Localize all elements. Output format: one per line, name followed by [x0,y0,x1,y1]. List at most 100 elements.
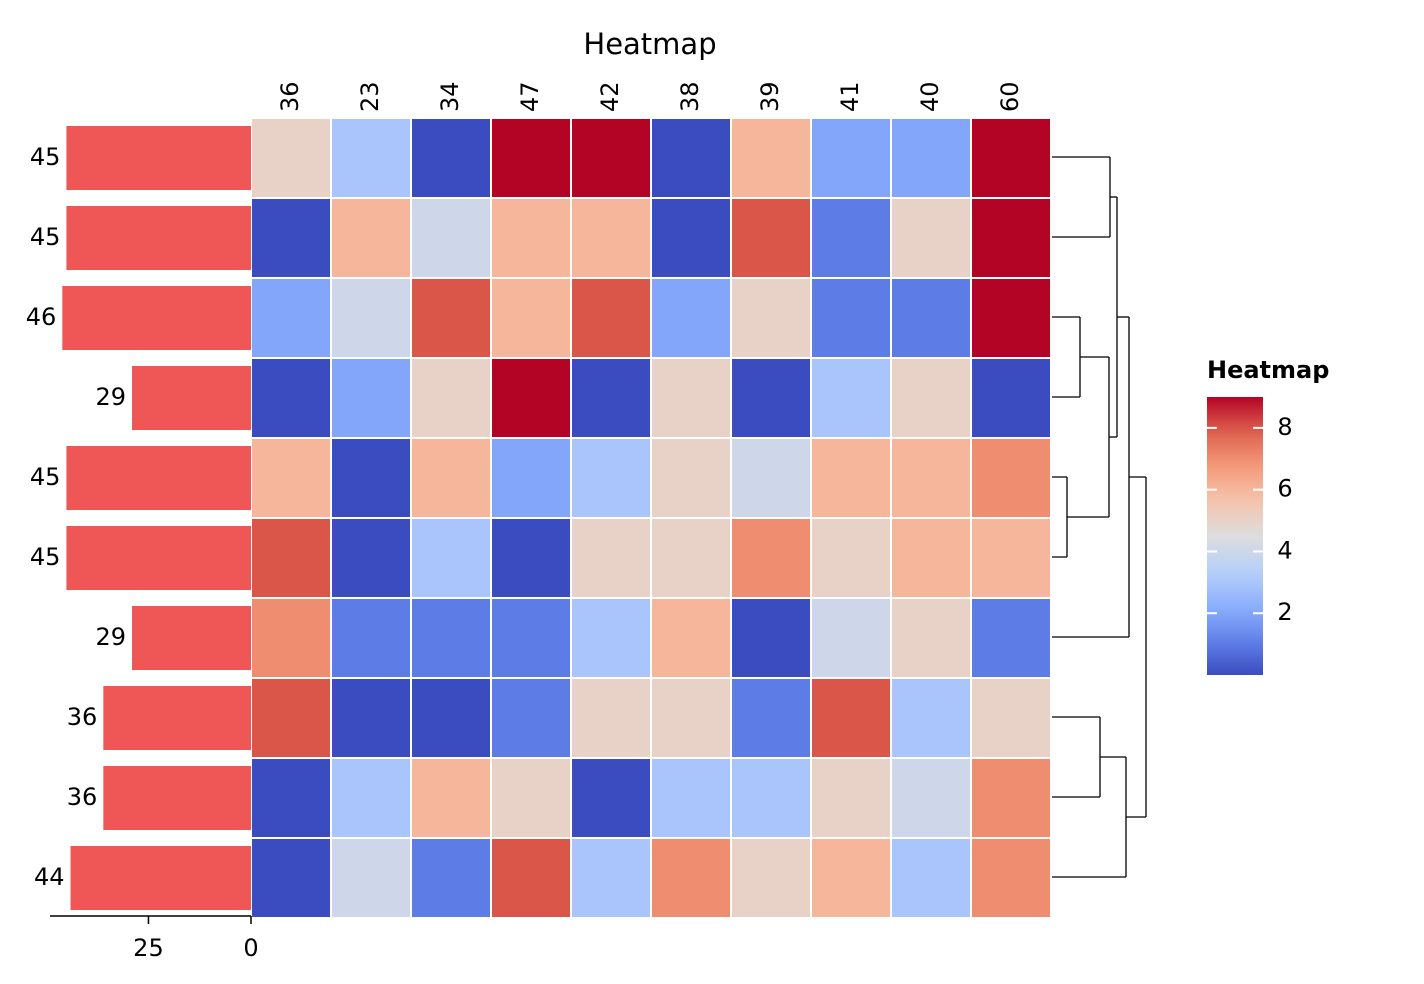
heatmap-cell [330,757,412,839]
heatmap-cell [490,437,572,519]
bar [103,686,251,750]
heatmap-cell [970,117,1052,199]
colorbar-tick-label: 6 [1277,475,1292,503]
heatmap-cell [490,837,572,919]
heatmap-cell [330,837,412,919]
heatmap-cell [970,437,1052,519]
heatmap-cell [810,517,892,599]
heatmap-cell [650,837,732,919]
column-label: 39 [756,81,784,112]
heatmap-cell [890,117,972,199]
x-tick-label: 0 [243,934,258,962]
heatmap-cell [570,837,652,919]
heatmap-cell [730,117,812,199]
heatmap-cell [490,517,572,599]
heatmap-cell [730,437,812,519]
heatmap-cell [650,277,732,359]
heatmap-cell [490,357,572,439]
colorbar-title: Heatmap [1207,356,1329,384]
heatmap-cell [250,597,332,679]
heatmap-cell [410,117,492,199]
heatmap-cell [890,837,972,919]
bar-label: 36 [67,703,98,731]
bar-label: 45 [30,543,61,571]
heatmap-cell [650,197,732,279]
heatmap-cell [570,677,652,759]
heatmap-cell [730,277,812,359]
heatmap-cell [810,757,892,839]
heatmap-cell [730,517,812,599]
heatmap-cell [730,597,812,679]
column-label: 38 [676,81,704,112]
heatmap-cell [330,277,412,359]
heatmap-cell [490,277,572,359]
heatmap-cell [970,197,1052,279]
heatmap-cell [730,837,812,919]
heatmap-cell [410,197,492,279]
heatmap-cell [410,757,492,839]
heatmap-cell [970,597,1052,679]
heatmap-cell [570,517,652,599]
heatmap-cell [250,517,332,599]
bar [66,446,251,510]
bar [66,126,251,190]
heatmap-cell [970,357,1052,439]
heatmap-cell [650,677,732,759]
heatmap-cell [250,757,332,839]
heatmap-cell [890,197,972,279]
heatmap-cell [410,357,492,439]
heatmap-cell [810,837,892,919]
column-label: 47 [516,81,544,112]
heatmap-cell [970,837,1052,919]
heatmap-cell [890,597,972,679]
heatmap-cell [250,197,332,279]
bar-label: 45 [30,463,61,491]
heatmap-cell [330,677,412,759]
heatmap-cell [570,757,652,839]
heatmap-cell [490,197,572,279]
heatmap-cell [410,677,492,759]
heatmap-cell [250,437,332,519]
column-label: 40 [916,81,944,112]
bar-label: 36 [67,783,98,811]
bar [66,526,251,590]
chart-title: Heatmap [583,27,716,61]
heatmap-cell [410,517,492,599]
heatmap-cell [890,757,972,839]
bar-label: 29 [95,383,126,411]
heatmap-cell [890,437,972,519]
bar [70,846,252,910]
heatmap-cell [810,277,892,359]
heatmap-cell [250,277,332,359]
column-label: 36 [276,81,304,112]
colorbar [1207,397,1263,675]
heatmap-cell [650,117,732,199]
heatmap-cell [490,597,572,679]
column-label: 34 [436,81,464,112]
heatmap-cell [570,357,652,439]
heatmap-cell [330,437,412,519]
column-label: 23 [356,81,384,112]
heatmap-cell [330,517,412,599]
heatmap-cell [410,277,492,359]
heatmap-cell [890,357,972,439]
bar [132,606,251,670]
heatmap-cell [650,597,732,679]
heatmap-cell [730,197,812,279]
bar-label: 45 [30,143,61,171]
bar-label: 45 [30,223,61,251]
heatmap-cell [330,597,412,679]
heatmap-cell [570,117,652,199]
heatmap-cell [810,597,892,679]
heatmap-cell [250,357,332,439]
heatmap-cell [810,357,892,439]
bar-label: 44 [34,863,65,891]
heatmap-cell [970,757,1052,839]
heatmap-cell [650,357,732,439]
dendrogram [1050,156,1147,878]
bar-label: 46 [26,303,57,331]
column-label: 60 [996,81,1024,112]
heatmap-cell [810,677,892,759]
bar [132,366,251,430]
heatmap-cell [730,677,812,759]
